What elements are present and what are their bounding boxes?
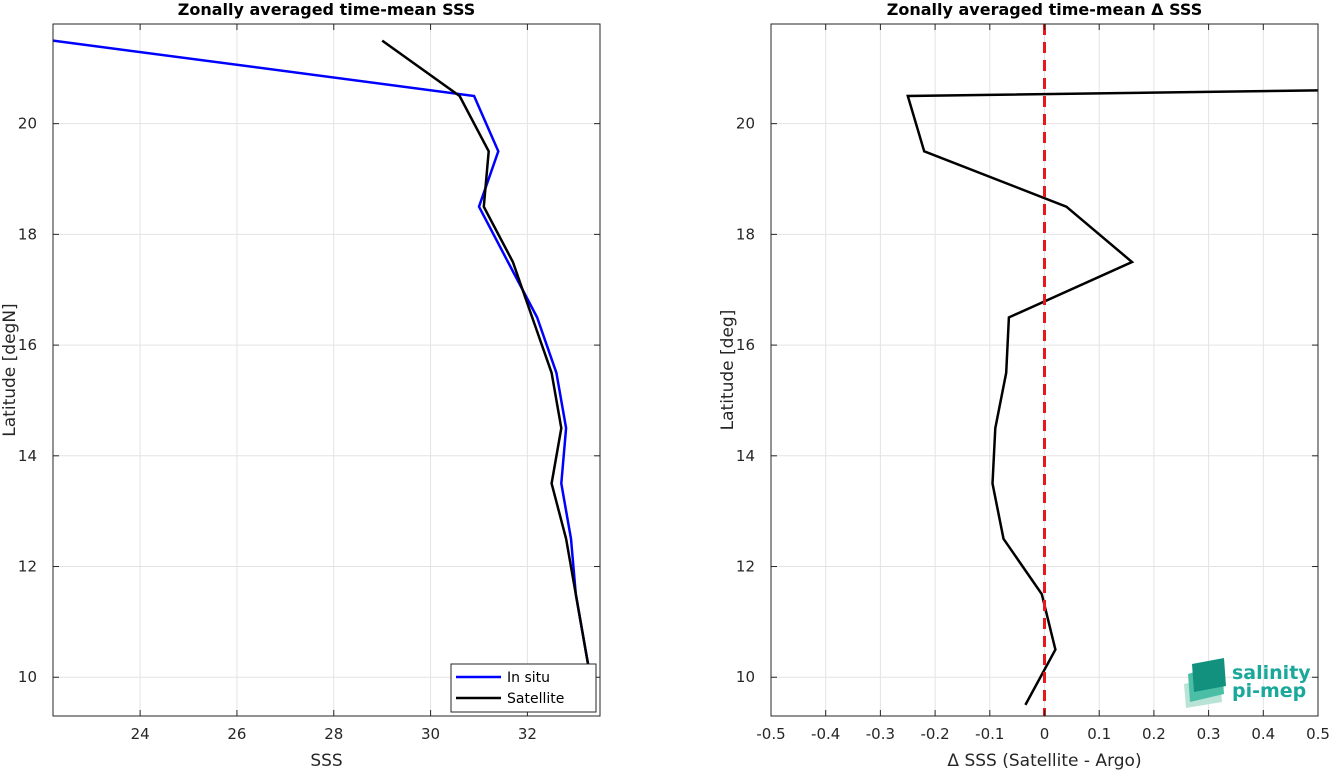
y-tick-label: 10 [18, 668, 37, 686]
axes-box [52, 23, 601, 717]
logo-line2: pi-mep [1232, 680, 1306, 702]
legend-box [450, 663, 597, 713]
x-tick-label: 0.4 [1251, 725, 1275, 743]
y-tick-label: 16 [736, 336, 755, 354]
legend: In situ Satellite [450, 663, 597, 713]
x-tick-label: 26 [227, 725, 246, 743]
x-axis-label: Δ SSS (Satellite - Argo) [947, 751, 1141, 770]
x-tick-label: 32 [518, 725, 537, 743]
y-tick-label: 20 [18, 115, 37, 133]
series-line-0 [906, 89, 1319, 706]
x-tick-label: 28 [324, 725, 343, 743]
y-tick-label: 14 [736, 447, 755, 465]
x-tick-label: -0.4 [811, 725, 840, 743]
salinity-pi-mep-logo: salinity pi-mep [1184, 658, 1311, 708]
x-tick-label: 24 [131, 725, 150, 743]
sss-panel: 24 26 28 30 32 10 12 14 16 18 20 Zonally averaged t… [0, 0, 601, 770]
legend-label: Satellite [507, 691, 564, 707]
x-tick-label: 0.1 [1087, 725, 1111, 743]
x-tick-label: -0.3 [866, 725, 895, 743]
logo-wave-icon [1192, 658, 1226, 692]
y-tick-label: 20 [736, 115, 755, 133]
x-tick-label: 0.3 [1197, 725, 1221, 743]
y-tick-label: 10 [736, 668, 755, 686]
y-tick-label: 12 [736, 558, 755, 576]
y-tick-label: 18 [736, 225, 755, 243]
delta-sss-panel: -0.5 -0.4 -0.3 -0.2 -0.1 0 0.1 0.2 0.3 0.4 0.5 10 12… [718, 0, 1330, 770]
series-line-0 [52, 39, 597, 706]
x-tick-label: 30 [421, 725, 440, 743]
y-tick-label: 12 [18, 558, 37, 576]
x-tick-label: -0.5 [756, 725, 785, 743]
chart-title: Zonally averaged time-mean Δ SSS [887, 0, 1203, 19]
x-axis-label: SSS [310, 751, 342, 770]
y-tick-label: 18 [18, 225, 37, 243]
x-tick-label: 0.5 [1306, 725, 1330, 743]
legend-label: In situ [507, 670, 550, 686]
x-tick-label: -0.2 [920, 725, 949, 743]
y-axis-label: Latitude [degN] [0, 303, 20, 436]
x-tick-label: 0.2 [1142, 725, 1166, 743]
series-line-1 [381, 39, 597, 706]
y-tick-label: 16 [18, 336, 37, 354]
y-axis-label: Latitude [deg] [718, 310, 738, 431]
chart-title: Zonally averaged time-mean SSS [178, 0, 476, 19]
logo-line1: salinity [1232, 662, 1311, 684]
y-tick-label: 14 [18, 447, 37, 465]
x-tick-label: 0 [1040, 725, 1050, 743]
x-tick-label: -0.1 [975, 725, 1004, 743]
